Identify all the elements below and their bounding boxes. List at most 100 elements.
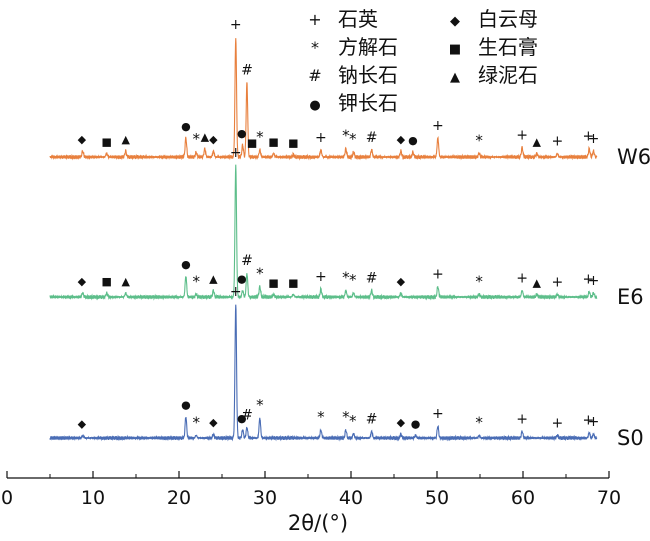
- phase-marker: +: [230, 17, 242, 33]
- phase-marker: ●: [181, 399, 191, 412]
- phase-marker: *: [349, 412, 357, 430]
- phase-marker: #: [241, 407, 253, 423]
- x-tick-label: 20: [167, 487, 191, 509]
- phase-marker: +: [315, 269, 327, 285]
- phase-marker: ◆: [397, 275, 406, 288]
- phase-marker: *: [475, 131, 483, 149]
- phase-marker: ■: [102, 135, 112, 148]
- phase-marker: +: [516, 127, 528, 143]
- phase-marker: ■: [288, 276, 298, 289]
- phase-marker: ●: [181, 258, 191, 271]
- series-line-S0: [49, 304, 598, 442]
- phase-marker: ◆: [209, 416, 218, 429]
- legend-symbol: ■: [449, 42, 461, 57]
- phase-marker: ◆: [397, 416, 406, 429]
- phase-marker: ●: [237, 127, 247, 140]
- legend-symbol: *: [311, 38, 319, 57]
- phase-marker: *: [256, 128, 264, 146]
- series-label-W6: W6: [617, 145, 650, 169]
- phase-marker: +: [230, 284, 242, 300]
- legend-label: 石英: [338, 7, 378, 31]
- series-label-E6: E6: [617, 285, 644, 309]
- x-tick-label: 0: [1, 487, 13, 509]
- phase-marker: ▲: [533, 135, 542, 148]
- phase-marker: #: [241, 253, 253, 269]
- phase-marker: +: [588, 131, 600, 147]
- phase-marker: +: [588, 414, 600, 430]
- phase-marker: ◆: [209, 133, 218, 146]
- x-axis-title: 2θ/(°): [288, 511, 348, 535]
- phase-marker: +: [552, 133, 564, 149]
- phase-marker: +: [582, 413, 594, 429]
- phase-marker: *: [192, 272, 200, 290]
- phase-marker: *: [317, 408, 325, 426]
- phase-marker: +: [552, 415, 564, 431]
- legend: + 石英 * 方解石 # 钠长石 ● 钾长石 ◆ 白云母 ■ 生石膏 ▲ 绿泥石: [308, 7, 538, 115]
- legend-label: 钠长石: [338, 63, 398, 87]
- phase-marker: +: [516, 270, 528, 286]
- legend-item: # 钠长石: [308, 63, 398, 87]
- phase-marker: +: [432, 406, 444, 422]
- x-axis: 0 10 20 30 40 50 60 70 2θ/(°): [1, 471, 621, 535]
- phase-marker: +: [582, 272, 594, 288]
- phase-marker: ■: [288, 137, 298, 150]
- phase-marker: ●: [411, 417, 421, 430]
- phase-marker: ▲: [201, 131, 210, 144]
- phase-marker: ●: [181, 120, 191, 133]
- phase-marker: +: [588, 273, 600, 289]
- phase-marker: *: [475, 272, 483, 290]
- series-line-E6: [49, 164, 598, 301]
- legend-item: + 石英: [308, 7, 378, 31]
- phase-marker: +: [516, 411, 528, 427]
- series-line-W6: [49, 38, 598, 161]
- x-tick-label: 70: [597, 487, 621, 509]
- legend-label: 钾长石: [338, 91, 398, 115]
- legend-label: 绿泥石: [478, 63, 538, 87]
- legend-label: 白云母: [478, 7, 538, 31]
- phase-marker: ■: [247, 137, 257, 150]
- legend-item: ■ 生石膏: [449, 35, 538, 59]
- phase-marker: *: [349, 130, 357, 148]
- phase-marker: +: [230, 145, 242, 161]
- phase-marker: ◆: [78, 417, 87, 430]
- phase-marker: #: [241, 63, 253, 79]
- phase-marker: #: [366, 411, 378, 427]
- phase-marker: ▲: [121, 275, 130, 288]
- curve-labels: W6 E6 S0: [617, 145, 650, 450]
- legend-label: 方解石: [338, 35, 398, 59]
- phase-marker: ●: [408, 134, 418, 147]
- legend-item: * 方解石: [311, 35, 398, 59]
- phase-marker: *: [256, 264, 264, 282]
- x-tick-label: 40: [339, 487, 363, 509]
- legend-symbol: ◆: [450, 14, 460, 29]
- x-tick-label: 30: [253, 487, 277, 509]
- phase-marker: +: [315, 130, 327, 146]
- x-tick-label: 50: [425, 487, 449, 509]
- legend-symbol: #: [308, 66, 321, 85]
- phase-marker: ●: [237, 412, 247, 425]
- phase-marker: ●: [237, 272, 247, 285]
- phase-marker: ▲: [209, 272, 218, 285]
- phase-marker: *: [349, 271, 357, 289]
- x-tick-label: 60: [511, 487, 535, 509]
- legend-item: ◆ 白云母: [450, 7, 538, 31]
- legend-symbol: ▲: [450, 70, 460, 85]
- phase-marker: *: [475, 413, 483, 431]
- legend-symbol: +: [308, 10, 321, 29]
- phase-marker: +: [582, 129, 594, 145]
- phase-marker: *: [342, 408, 350, 426]
- x-tick-label: 10: [81, 487, 105, 509]
- phase-marker: ■: [268, 276, 278, 289]
- phase-markers: ◆ ■ ▲●* ▲ ◆+●#■* ■ ■ + * * # ◆ ●+* + ▲ + ++◆ ■ ▲●* ▲+●#*■ ■ +…: [78, 17, 600, 431]
- series-label-S0: S0: [617, 426, 644, 450]
- phase-marker: ■: [102, 275, 112, 288]
- phase-marker: *: [256, 396, 264, 414]
- legend-label: 生石膏: [478, 35, 538, 59]
- phase-marker: #: [366, 130, 378, 146]
- phase-marker: *: [342, 268, 350, 286]
- phase-marker: +: [552, 274, 564, 290]
- legend-item: ▲ 绿泥石: [450, 63, 538, 87]
- legend-item: ● 钾长石: [309, 91, 398, 115]
- phase-marker: ◆: [78, 275, 87, 288]
